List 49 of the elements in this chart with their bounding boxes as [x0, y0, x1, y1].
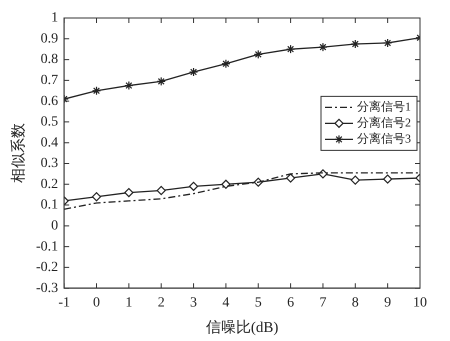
point	[350, 176, 360, 185]
y-tick-label: 0.3	[40, 156, 58, 172]
y-tick-label: -0.1	[36, 239, 58, 254]
y-axis-title: 相似系数	[10, 123, 27, 184]
y-tick-label: 0.6	[40, 94, 58, 109]
point	[221, 180, 231, 189]
point	[383, 38, 392, 48]
x-tick-label: -1	[58, 295, 70, 310]
y-tick-label: 1	[51, 10, 58, 26]
y-tick-label: 0.8	[40, 52, 58, 68]
point	[92, 192, 102, 202]
point	[286, 173, 296, 183]
legend-label: 分离信号2	[357, 116, 411, 130]
x-axis-title: 信噪比(dB)	[206, 318, 278, 336]
y-tick-label: -0.2	[36, 260, 58, 276]
x-tick-label: 9	[384, 295, 392, 310]
point	[92, 86, 102, 96]
legend-label: 分离信号3	[357, 132, 411, 146]
point	[188, 67, 198, 77]
x-tick-label: 8	[352, 295, 359, 310]
x-tick-label: 2	[158, 295, 165, 310]
x-tick-label: 5	[254, 295, 262, 310]
y-tick-label: 0.9	[40, 31, 58, 46]
x-tick-label: 1	[125, 295, 132, 310]
y-tick-label: 0	[51, 218, 58, 234]
y-tick-label: 0.2	[40, 176, 58, 192]
legend-label: 分离信号1	[357, 100, 411, 114]
y-tick-label: 0.5	[40, 114, 58, 130]
point	[124, 188, 134, 198]
point	[318, 42, 328, 52]
x-tick-label: 4	[222, 295, 230, 310]
y-tick-label: 0.4	[40, 135, 58, 150]
x-tick-label: 6	[287, 295, 294, 310]
y-tick-label: 0.1	[40, 198, 58, 213]
y-tick-label: -0.3	[36, 280, 58, 296]
point	[156, 186, 166, 196]
point	[254, 50, 263, 59]
point	[221, 59, 231, 68]
x-tick-label: 0	[93, 295, 100, 310]
point	[350, 39, 360, 49]
y-tick-label: 0.7	[40, 73, 58, 88]
point	[124, 80, 134, 90]
x-tick-label: 10	[413, 295, 427, 310]
point	[383, 174, 392, 184]
point	[156, 76, 166, 86]
point	[286, 44, 296, 54]
x-tick-label: 3	[190, 295, 198, 310]
x-tick-label: 7	[319, 295, 326, 310]
point	[188, 182, 198, 191]
